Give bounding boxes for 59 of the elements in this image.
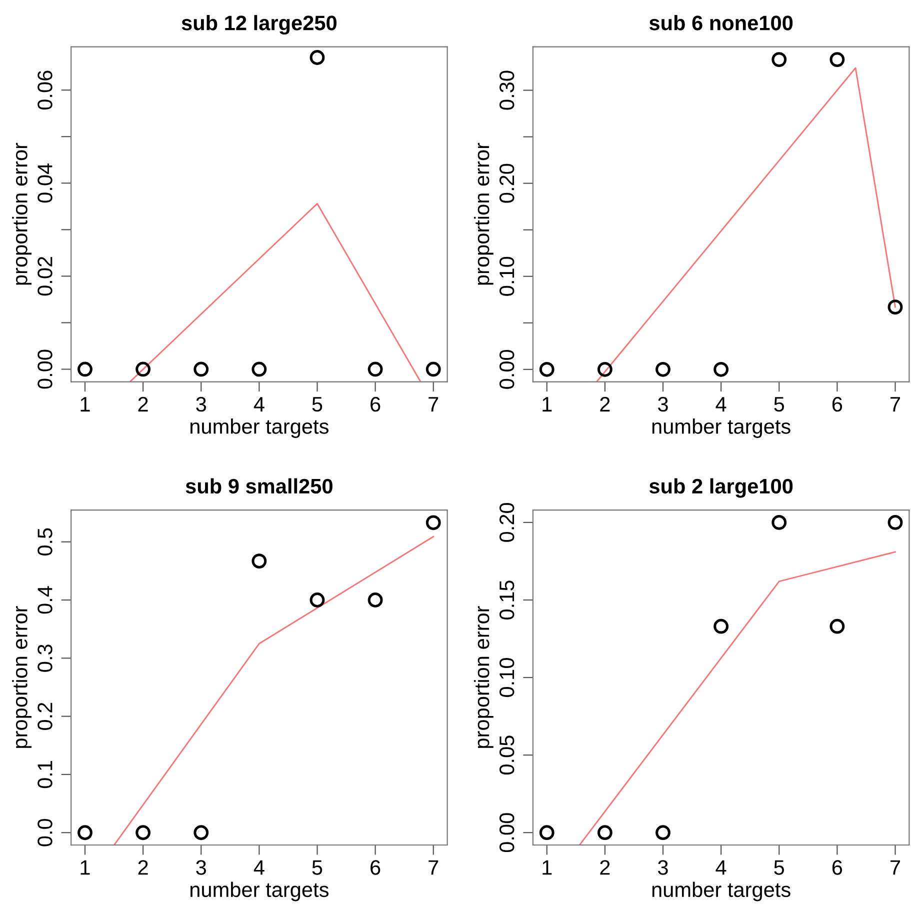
x-tick-label: 6 <box>832 860 842 875</box>
x-tick-label: 1 <box>542 860 552 875</box>
x-tick-label: 4 <box>254 397 264 412</box>
x-tick-label: 5 <box>774 860 784 875</box>
x-tick-label: 4 <box>716 397 726 412</box>
x-tick-label: 2 <box>138 396 148 412</box>
y-tick-label: 0.5 <box>38 528 52 556</box>
x-tick-label: 2 <box>600 396 610 412</box>
x-tick-label: 3 <box>658 860 668 875</box>
y-tick-label: 0.05 <box>499 736 514 775</box>
x-tick-label: 6 <box>370 860 380 875</box>
y-tick-label: 0.04 <box>38 163 52 203</box>
y-tick-label: 0.00 <box>499 350 514 389</box>
x-tick-label: 5 <box>774 397 784 412</box>
chart-title: sub 2 large100 <box>649 478 793 498</box>
x-tick-label: 6 <box>832 396 842 412</box>
x-tick-label: 2 <box>600 860 610 875</box>
x-axis-title: number targets <box>652 882 790 902</box>
y-tick-label: 0.20 <box>499 164 514 203</box>
x-tick-label: 1 <box>542 397 552 412</box>
x-tick-label: 3 <box>196 396 206 412</box>
chart-title: sub 6 none100 <box>649 15 793 30</box>
y-tick-label: 0.02 <box>38 256 52 296</box>
y-tick-label: 0.2 <box>38 702 52 730</box>
y-tick-label: 0.20 <box>499 502 514 542</box>
x-tick-label: 3 <box>196 860 206 875</box>
y-axis-title: proportion error <box>474 606 494 748</box>
x-tick-label: 2 <box>138 860 148 875</box>
chart-title: sub 9 small250 <box>186 478 332 494</box>
x-tick-label: 5 <box>312 860 322 875</box>
x-tick-label: 4 <box>254 860 264 875</box>
x-tick-label: 1 <box>80 860 90 875</box>
x-tick-label: 4 <box>716 860 726 875</box>
x-axis-title: number targets <box>652 418 790 438</box>
chart-title: sub 12 large250 <box>182 15 337 35</box>
y-tick-label: 0.15 <box>499 580 514 620</box>
y-axis-title: proportion error <box>12 606 32 748</box>
y-tick-label: 0.00 <box>38 350 52 389</box>
x-tick-label: 3 <box>658 396 668 412</box>
y-tick-label: 0.00 <box>499 813 514 852</box>
x-tick-label: 7 <box>890 860 900 875</box>
y-tick-label: 0.4 <box>38 586 52 614</box>
x-tick-label: 7 <box>890 397 900 412</box>
y-tick-label: 0.30 <box>499 70 514 110</box>
x-tick-label: 5 <box>312 397 322 412</box>
x-tick-label: 6 <box>370 396 380 412</box>
y-axis-title: proportion error <box>12 142 32 285</box>
y-axis-title: proportion error <box>474 142 494 285</box>
y-tick-label: 0.06 <box>38 70 52 110</box>
y-tick-label: 0.10 <box>499 256 514 296</box>
y-tick-label: 0.1 <box>38 761 52 788</box>
y-tick-label: 0.10 <box>499 658 514 697</box>
y-tick-label: 0.3 <box>38 644 52 672</box>
y-tick-label: 0.0 <box>38 818 52 846</box>
x-axis-title: number targets <box>190 418 328 438</box>
x-tick-label: 1 <box>80 397 90 412</box>
x-tick-label: 7 <box>428 397 438 412</box>
x-axis-title: number targets <box>190 882 328 902</box>
x-tick-label: 7 <box>428 860 438 875</box>
